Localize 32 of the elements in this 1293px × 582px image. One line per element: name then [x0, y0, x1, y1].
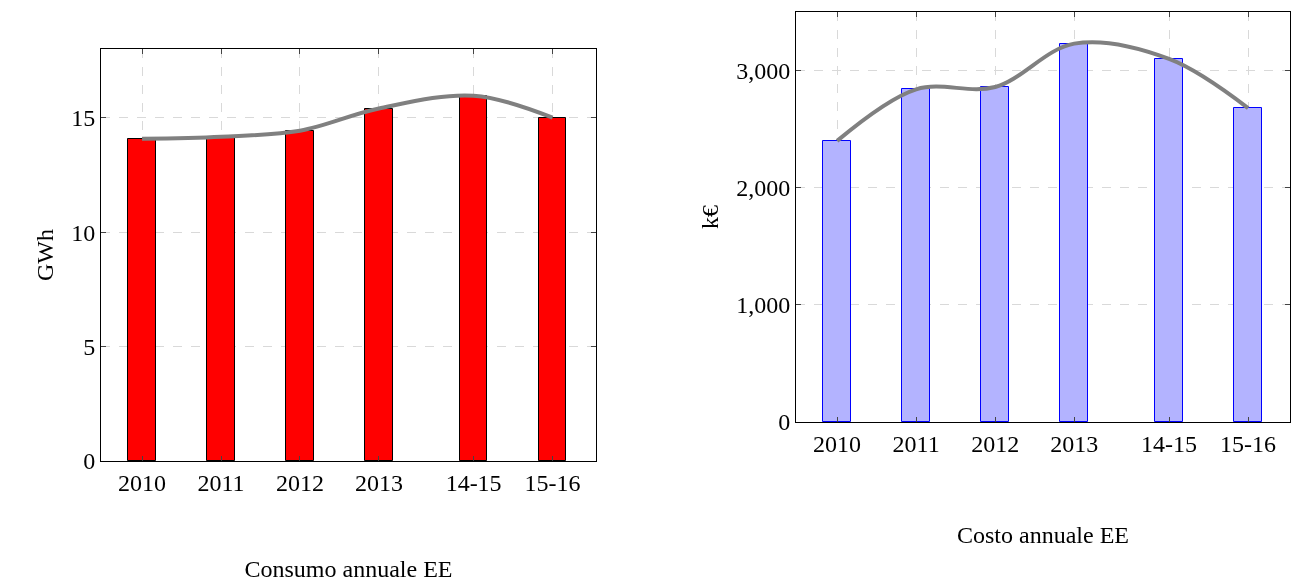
bar	[1154, 58, 1183, 422]
bar	[822, 140, 851, 422]
line-series	[140, 93, 555, 141]
x-tick-label: 2011	[892, 430, 940, 457]
x-axis-title: Consumo annuale EE	[244, 556, 453, 582]
x-tick-label: 15-16	[1220, 430, 1277, 457]
y-tick-label: 3,000	[736, 57, 791, 84]
y-tick-label: 2,000	[736, 175, 791, 202]
x-tick-label: 2012	[275, 469, 324, 496]
y-axis-title: k€	[697, 205, 724, 229]
bar	[1233, 107, 1262, 422]
x-tick-label: 2010	[813, 430, 862, 457]
x-tick-label: 2011	[197, 469, 245, 496]
y-axis-title: GWh	[32, 229, 59, 281]
y-tick-label: 5	[83, 333, 96, 360]
bar	[1059, 43, 1088, 422]
y-tick-label: 10	[71, 219, 96, 246]
bar	[901, 88, 930, 422]
x-tick-label: 2013	[1050, 430, 1099, 457]
x-tick-label: 2012	[971, 430, 1020, 457]
bar	[980, 86, 1009, 422]
y-tick-label: 0	[83, 448, 96, 475]
y-tick-label: 15	[71, 105, 96, 132]
x-tick-label: 2013	[354, 469, 403, 496]
line-series	[835, 40, 1251, 143]
x-tick-label: 15-16	[524, 469, 581, 496]
x-tick-label: 2010	[118, 469, 167, 496]
x-tick-label: 14-15	[445, 469, 502, 496]
x-axis-title: Costo annuale EE	[957, 522, 1129, 549]
y-tick-label: 0	[778, 409, 791, 436]
y-tick-label: 1,000	[736, 292, 791, 319]
x-tick-label: 14-15	[1141, 430, 1198, 457]
